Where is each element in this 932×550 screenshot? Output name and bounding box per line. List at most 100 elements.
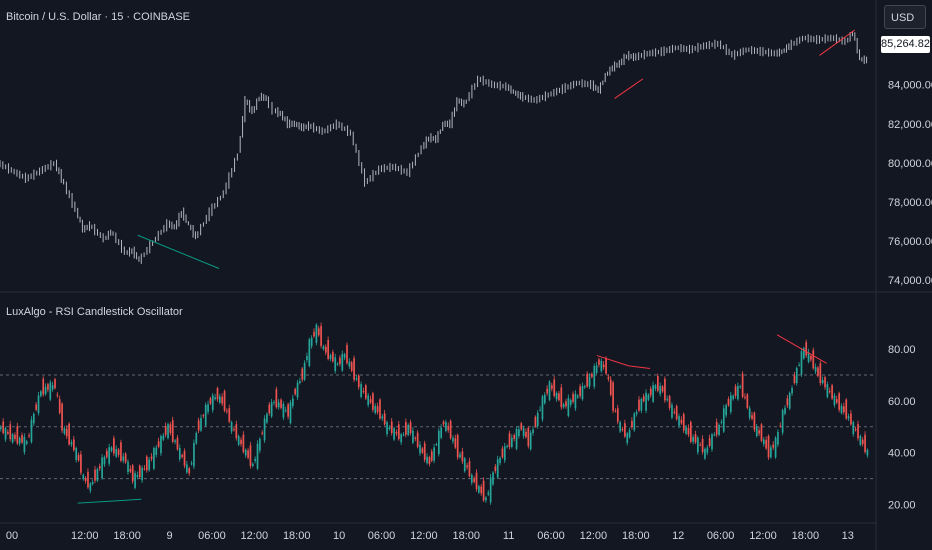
oscillator-candle bbox=[127, 461, 129, 473]
currency-button[interactable]: USD bbox=[884, 5, 926, 29]
oscillator-candle bbox=[631, 420, 633, 428]
oscillator-candle bbox=[751, 415, 753, 419]
oscillator-candle bbox=[553, 379, 556, 396]
oscillator-candle bbox=[254, 458, 257, 461]
oscillator-candle bbox=[268, 404, 271, 414]
time-tick-label: 18:00 bbox=[113, 530, 141, 542]
oscillator-candle bbox=[527, 427, 530, 447]
oscillator-candle bbox=[77, 454, 80, 461]
oscillator-candle bbox=[164, 426, 167, 435]
oscillator-candle bbox=[718, 424, 720, 435]
oscillator-candle bbox=[649, 388, 652, 396]
oscillator-candle bbox=[628, 430, 631, 438]
oscillator-candle bbox=[21, 435, 23, 443]
oscillator-candle bbox=[237, 435, 240, 445]
oscillator-candle bbox=[256, 443, 259, 469]
oscillator-candle bbox=[357, 375, 360, 388]
oscillator-candle bbox=[32, 413, 35, 424]
price-tick-label: 78,000.00 bbox=[888, 197, 932, 209]
oscillator-bullish-divergence bbox=[77, 498, 142, 504]
oscillator-candle bbox=[58, 399, 61, 413]
oscillator-candle bbox=[645, 392, 647, 411]
oscillator-candle bbox=[136, 475, 139, 477]
oscillator-candle bbox=[105, 450, 108, 458]
oscillator-candle bbox=[143, 468, 146, 470]
oscillator-candle bbox=[616, 408, 619, 422]
oscillator-candle bbox=[146, 456, 148, 471]
oscillator-candle bbox=[240, 439, 242, 445]
oscillator-candle bbox=[657, 376, 659, 391]
oscillator-candle bbox=[202, 415, 205, 417]
oscillator-candle bbox=[833, 395, 836, 406]
oscillator-candle bbox=[421, 448, 424, 453]
oscillator-candle bbox=[821, 380, 824, 384]
oscillator-candle bbox=[558, 393, 560, 401]
oscillator-candle bbox=[779, 425, 782, 427]
oscillator-candle bbox=[569, 399, 572, 405]
oscillator-candle bbox=[828, 391, 831, 393]
oscillator-candle bbox=[581, 385, 584, 400]
oscillator-candle bbox=[346, 344, 348, 364]
oscillator-candle bbox=[379, 399, 381, 419]
time-tick-label: 18:00 bbox=[792, 530, 820, 542]
oscillator-candle bbox=[762, 439, 765, 445]
last-price-badge: 85,264.82 bbox=[881, 36, 930, 53]
oscillator-candle bbox=[353, 358, 355, 380]
oscillator-candle bbox=[251, 463, 254, 466]
oscillator-candle bbox=[741, 373, 744, 397]
oscillator-candle bbox=[475, 472, 478, 490]
oscillator-candle bbox=[478, 486, 480, 493]
oscillator-candle bbox=[169, 424, 172, 433]
oscillator-candle bbox=[178, 448, 181, 460]
oscillator-candle bbox=[324, 346, 327, 353]
oscillator-candle bbox=[16, 426, 19, 444]
oscillator-candle bbox=[167, 423, 169, 439]
time-tick-label: 06:00 bbox=[368, 530, 396, 542]
oscillator-candle bbox=[320, 325, 322, 346]
oscillator-candle bbox=[82, 474, 85, 480]
oscillator-candle bbox=[388, 427, 391, 430]
oscillator-candle bbox=[619, 422, 622, 432]
oscillator-candle bbox=[602, 364, 605, 368]
price-bullish-divergence bbox=[137, 234, 220, 269]
oscillator-candle bbox=[124, 453, 127, 463]
oscillator-candle bbox=[188, 468, 191, 474]
oscillator-candle bbox=[308, 339, 311, 366]
oscillator-candle bbox=[518, 429, 520, 437]
oscillator-candle bbox=[219, 396, 221, 403]
oscillator-candle bbox=[355, 378, 358, 380]
oscillator-candle bbox=[117, 449, 120, 455]
oscillator-candle bbox=[247, 450, 249, 458]
oscillator-candle bbox=[110, 447, 113, 451]
oscillator-candle bbox=[416, 432, 419, 447]
oscillator-candle bbox=[487, 492, 490, 495]
oscillator-candle bbox=[412, 430, 414, 443]
oscillator-candle bbox=[30, 419, 33, 443]
time-tick-label: 13 bbox=[842, 530, 854, 542]
oscillator-candle bbox=[586, 373, 589, 387]
oscillator-candle bbox=[584, 386, 586, 388]
oscillator-candle bbox=[84, 478, 87, 482]
oscillator-candle bbox=[211, 395, 214, 411]
oscillator-candle bbox=[419, 444, 421, 454]
oscillator-candle bbox=[113, 438, 115, 454]
oscillator-candle bbox=[381, 416, 384, 419]
oscillator-candle bbox=[525, 431, 527, 438]
oscillator-candle bbox=[390, 421, 393, 434]
oscillator-candle bbox=[261, 432, 264, 434]
oscillator-candle bbox=[54, 379, 56, 389]
oscillator-candle bbox=[445, 422, 447, 431]
oscillator-candle bbox=[322, 346, 325, 350]
oscillator-candle bbox=[506, 445, 508, 447]
oscillator-candle bbox=[195, 432, 198, 444]
oscillator-pane-grid bbox=[0, 374, 876, 480]
oscillator-candle bbox=[543, 394, 546, 404]
oscillator-candle bbox=[376, 406, 379, 413]
oscillator-candle bbox=[626, 433, 629, 443]
oscillator-candle bbox=[447, 425, 450, 431]
oscillator-candle bbox=[727, 399, 730, 406]
oscillator-candle bbox=[294, 388, 297, 395]
oscillator-candle bbox=[440, 427, 443, 438]
oscillator-candle bbox=[28, 435, 30, 437]
